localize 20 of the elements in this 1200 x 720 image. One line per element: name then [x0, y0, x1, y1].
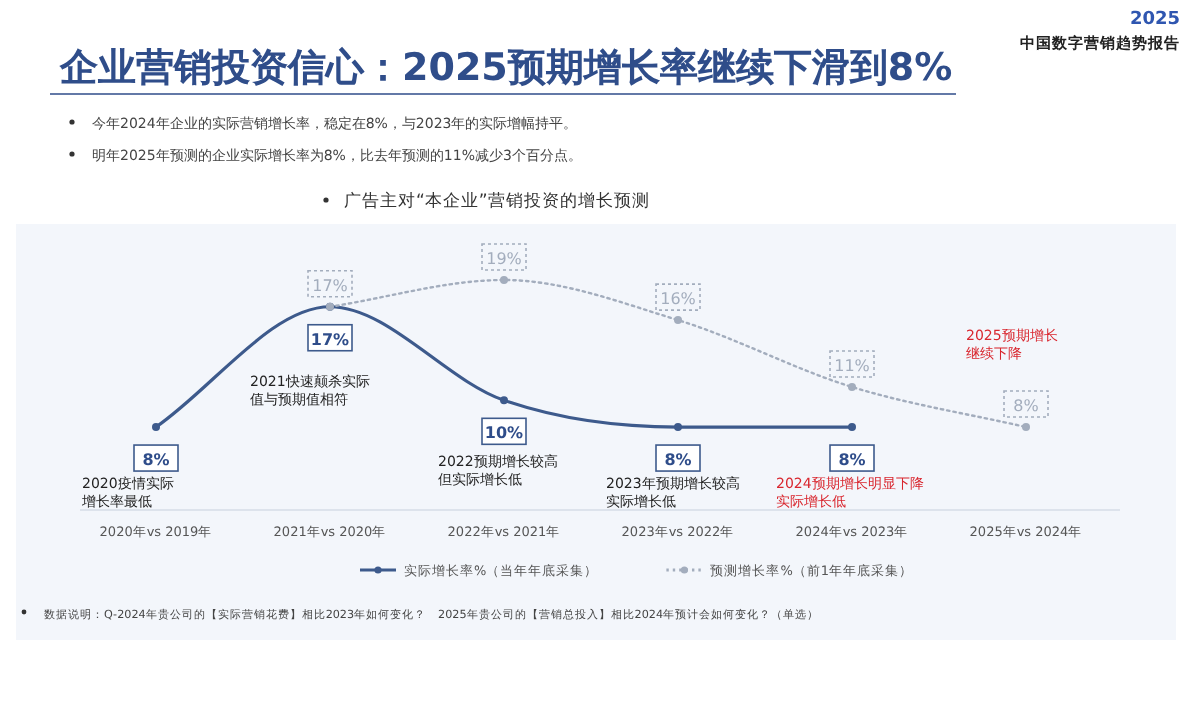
point — [674, 423, 682, 432]
data-label: 8% — [142, 451, 170, 470]
point — [500, 276, 508, 284]
data-label: 8% — [838, 451, 866, 470]
data-label: 17% — [312, 276, 349, 295]
data-label: 8% — [1013, 397, 1040, 416]
point — [152, 423, 160, 432]
point — [1022, 423, 1030, 432]
chart-title: 企业营销投资信心：2025预期增长率继续下滑到8% — [58, 46, 953, 90]
data-label: 16% — [660, 290, 697, 309]
point — [848, 382, 856, 391]
data-label: 17% — [310, 330, 350, 349]
point — [500, 396, 508, 405]
data-label: 10% — [484, 424, 524, 443]
point — [848, 423, 856, 432]
data-label: 11% — [834, 356, 871, 375]
chart-subtitle: 广告主对“本企业”营销投资的增长预测 — [344, 190, 650, 212]
data-label: 8% — [664, 451, 692, 470]
point — [674, 316, 682, 325]
data-label: 19% — [486, 250, 523, 268]
